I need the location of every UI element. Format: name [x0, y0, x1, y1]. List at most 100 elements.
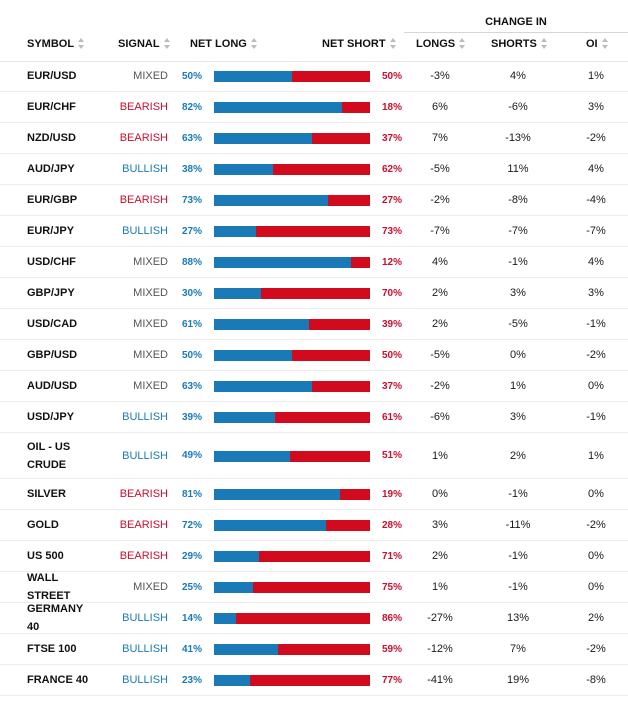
symbol-cell[interactable]: NZD/USD: [27, 132, 76, 144]
table-row[interactable]: NZD/USD BEARISH 63% 37% 7% -13% -2%: [0, 123, 628, 154]
symbol-cell[interactable]: OIL - US CRUDE: [27, 440, 71, 471]
net-position-bar: [214, 644, 370, 655]
sort-icon[interactable]: [540, 37, 548, 49]
symbol-cell[interactable]: USD/CAD: [27, 318, 78, 330]
table-row[interactable]: GOLD BEARISH 72% 28% 3% -11% -2%: [0, 510, 628, 541]
longs-column-header[interactable]: LONGS: [416, 30, 466, 61]
net-long-fill: [214, 551, 260, 562]
symbol-column-header[interactable]: SYMBOL: [27, 30, 85, 61]
net-short-value: 12%: [381, 256, 402, 268]
sort-icon[interactable]: [78, 37, 85, 49]
symbol-cell[interactable]: USD/CHF: [27, 256, 76, 268]
net-short-value: 70%: [381, 287, 402, 299]
table-row[interactable]: EUR/GBP BEARISH 73% 27% -2% -8% -4%: [0, 185, 628, 216]
net-long-fill: [214, 613, 236, 624]
signal-cell: BEARISH: [119, 132, 168, 144]
longs-change-cell: -12%: [427, 643, 453, 655]
symbol-cell[interactable]: GOLD: [27, 519, 59, 531]
sort-icon[interactable]: [389, 37, 397, 49]
net-long-value: 23%: [181, 674, 202, 686]
symbol-cell[interactable]: GBP/JPY: [27, 287, 75, 299]
shorts-change-cell: -11%: [505, 519, 531, 531]
table-row[interactable]: GBP/USD MIXED 50% 50% -5% 0% -2%: [0, 340, 628, 371]
net-long-value: 27%: [181, 225, 202, 237]
symbol-cell[interactable]: EUR/JPY: [27, 225, 75, 237]
table-row[interactable]: OIL - US CRUDE BULLISH 49% 51% 1% 2% 1%: [0, 433, 628, 479]
oi-change-cell: 4%: [588, 256, 604, 268]
symbol-cell[interactable]: AUD/USD: [27, 380, 78, 392]
shorts-column-header[interactable]: SHORTS: [491, 30, 548, 61]
table-row[interactable]: GERMANY 40 BULLISH 14% 86% -27% 13% 2%: [0, 603, 628, 634]
net-short-header-label: NET SHORT: [322, 38, 386, 50]
longs-change-cell: 0%: [432, 488, 448, 500]
symbol-cell[interactable]: AUD/JPY: [27, 163, 75, 175]
signal-cell: MIXED: [133, 256, 168, 268]
sort-icon[interactable]: [163, 37, 171, 49]
sort-icon[interactable]: [250, 37, 258, 49]
signal-column-header[interactable]: SIGNAL: [118, 30, 171, 61]
table-row[interactable]: SILVER BEARISH 81% 19% 0% -1% 0%: [0, 479, 628, 510]
net-long-value: 25%: [181, 581, 202, 593]
net-position-bar: [214, 288, 370, 299]
net-position-bar: [214, 381, 370, 392]
table-row[interactable]: FTSE 100 BULLISH 41% 59% -12% 7% -2%: [0, 634, 628, 665]
net-long-fill: [214, 71, 292, 82]
longs-change-cell: 1%: [432, 581, 448, 593]
net-long-value: 63%: [181, 132, 202, 144]
symbol-cell[interactable]: EUR/CHF: [27, 101, 76, 113]
shorts-change-cell: -5%: [508, 318, 528, 330]
net-short-column-header[interactable]: NET SHORT: [322, 30, 397, 61]
net-short-value: 77%: [381, 674, 402, 686]
signal-cell: MIXED: [133, 70, 168, 82]
net-long-fill: [214, 226, 257, 237]
net-position-bar: [214, 133, 370, 144]
net-long-fill: [214, 350, 292, 361]
table-row[interactable]: USD/JPY BULLISH 39% 61% -6% 3% -1%: [0, 402, 628, 433]
table-row[interactable]: AUD/JPY BULLISH 38% 62% -5% 11% 4%: [0, 154, 628, 185]
oi-change-cell: -1%: [586, 411, 606, 423]
net-long-fill: [214, 133, 313, 144]
net-position-bar: [214, 582, 370, 593]
table-row[interactable]: EUR/CHF BEARISH 82% 18% 6% -6% 3%: [0, 92, 628, 123]
net-short-value: 19%: [381, 488, 402, 500]
symbol-cell[interactable]: SILVER: [27, 488, 66, 500]
symbol-cell[interactable]: EUR/USD: [27, 70, 77, 82]
signal-cell: BULLISH: [122, 411, 168, 423]
symbol-cell[interactable]: FRANCE 40: [27, 674, 89, 686]
symbol-cell[interactable]: GBP/USD: [27, 349, 78, 361]
symbol-cell[interactable]: FTSE 100: [27, 643, 77, 655]
table-row[interactable]: EUR/JPY BULLISH 27% 73% -7% -7% -7%: [0, 216, 628, 247]
signal-cell: MIXED: [133, 380, 168, 392]
table-row[interactable]: US 500 BEARISH 29% 71% 2% -1% 0%: [0, 541, 628, 572]
net-position-bar: [214, 613, 370, 624]
net-long-fill: [214, 489, 341, 500]
symbol-cell[interactable]: GERMANY 40: [27, 603, 84, 633]
table-row[interactable]: AUD/USD MIXED 63% 37% -2% 1% 0%: [0, 371, 628, 402]
table-row[interactable]: USD/CHF MIXED 88% 12% 4% -1% 4%: [0, 247, 628, 278]
shorts-change-cell: -7%: [508, 225, 528, 237]
net-short-value: 50%: [381, 349, 402, 361]
net-long-value: 41%: [181, 643, 202, 655]
longs-change-cell: -2%: [430, 380, 450, 392]
table-row[interactable]: USD/CAD MIXED 61% 39% 2% -5% -1%: [0, 309, 628, 340]
table-row[interactable]: FRANCE 40 BULLISH 23% 77% -41% 19% -8%: [0, 665, 628, 696]
sort-icon[interactable]: [601, 37, 609, 49]
table-row[interactable]: WALL STREET MIXED 25% 75% 1% -1% 0%: [0, 572, 628, 603]
oi-column-header[interactable]: OI: [586, 30, 609, 61]
symbol-cell[interactable]: WALL STREET: [27, 572, 71, 602]
table-row[interactable]: GBP/JPY MIXED 30% 70% 2% 3% 3%: [0, 278, 628, 309]
signal-cell: BULLISH: [122, 163, 168, 175]
net-position-bar: [214, 257, 370, 268]
net-long-value: 81%: [181, 488, 202, 500]
net-long-fill: [214, 102, 342, 113]
symbol-cell[interactable]: EUR/GBP: [27, 194, 78, 206]
oi-header-label: OI: [586, 38, 598, 50]
table-row[interactable]: EUR/USD MIXED 50% 50% -3% 4% 1%: [0, 61, 628, 92]
longs-change-cell: 6%: [432, 101, 448, 113]
symbol-cell[interactable]: USD/JPY: [27, 411, 75, 423]
symbol-cell[interactable]: US 500: [27, 550, 64, 562]
net-long-column-header[interactable]: NET LONG: [190, 30, 258, 61]
shorts-change-cell: -8%: [508, 194, 528, 206]
net-long-value: 14%: [181, 612, 202, 624]
sort-icon[interactable]: [459, 37, 466, 49]
